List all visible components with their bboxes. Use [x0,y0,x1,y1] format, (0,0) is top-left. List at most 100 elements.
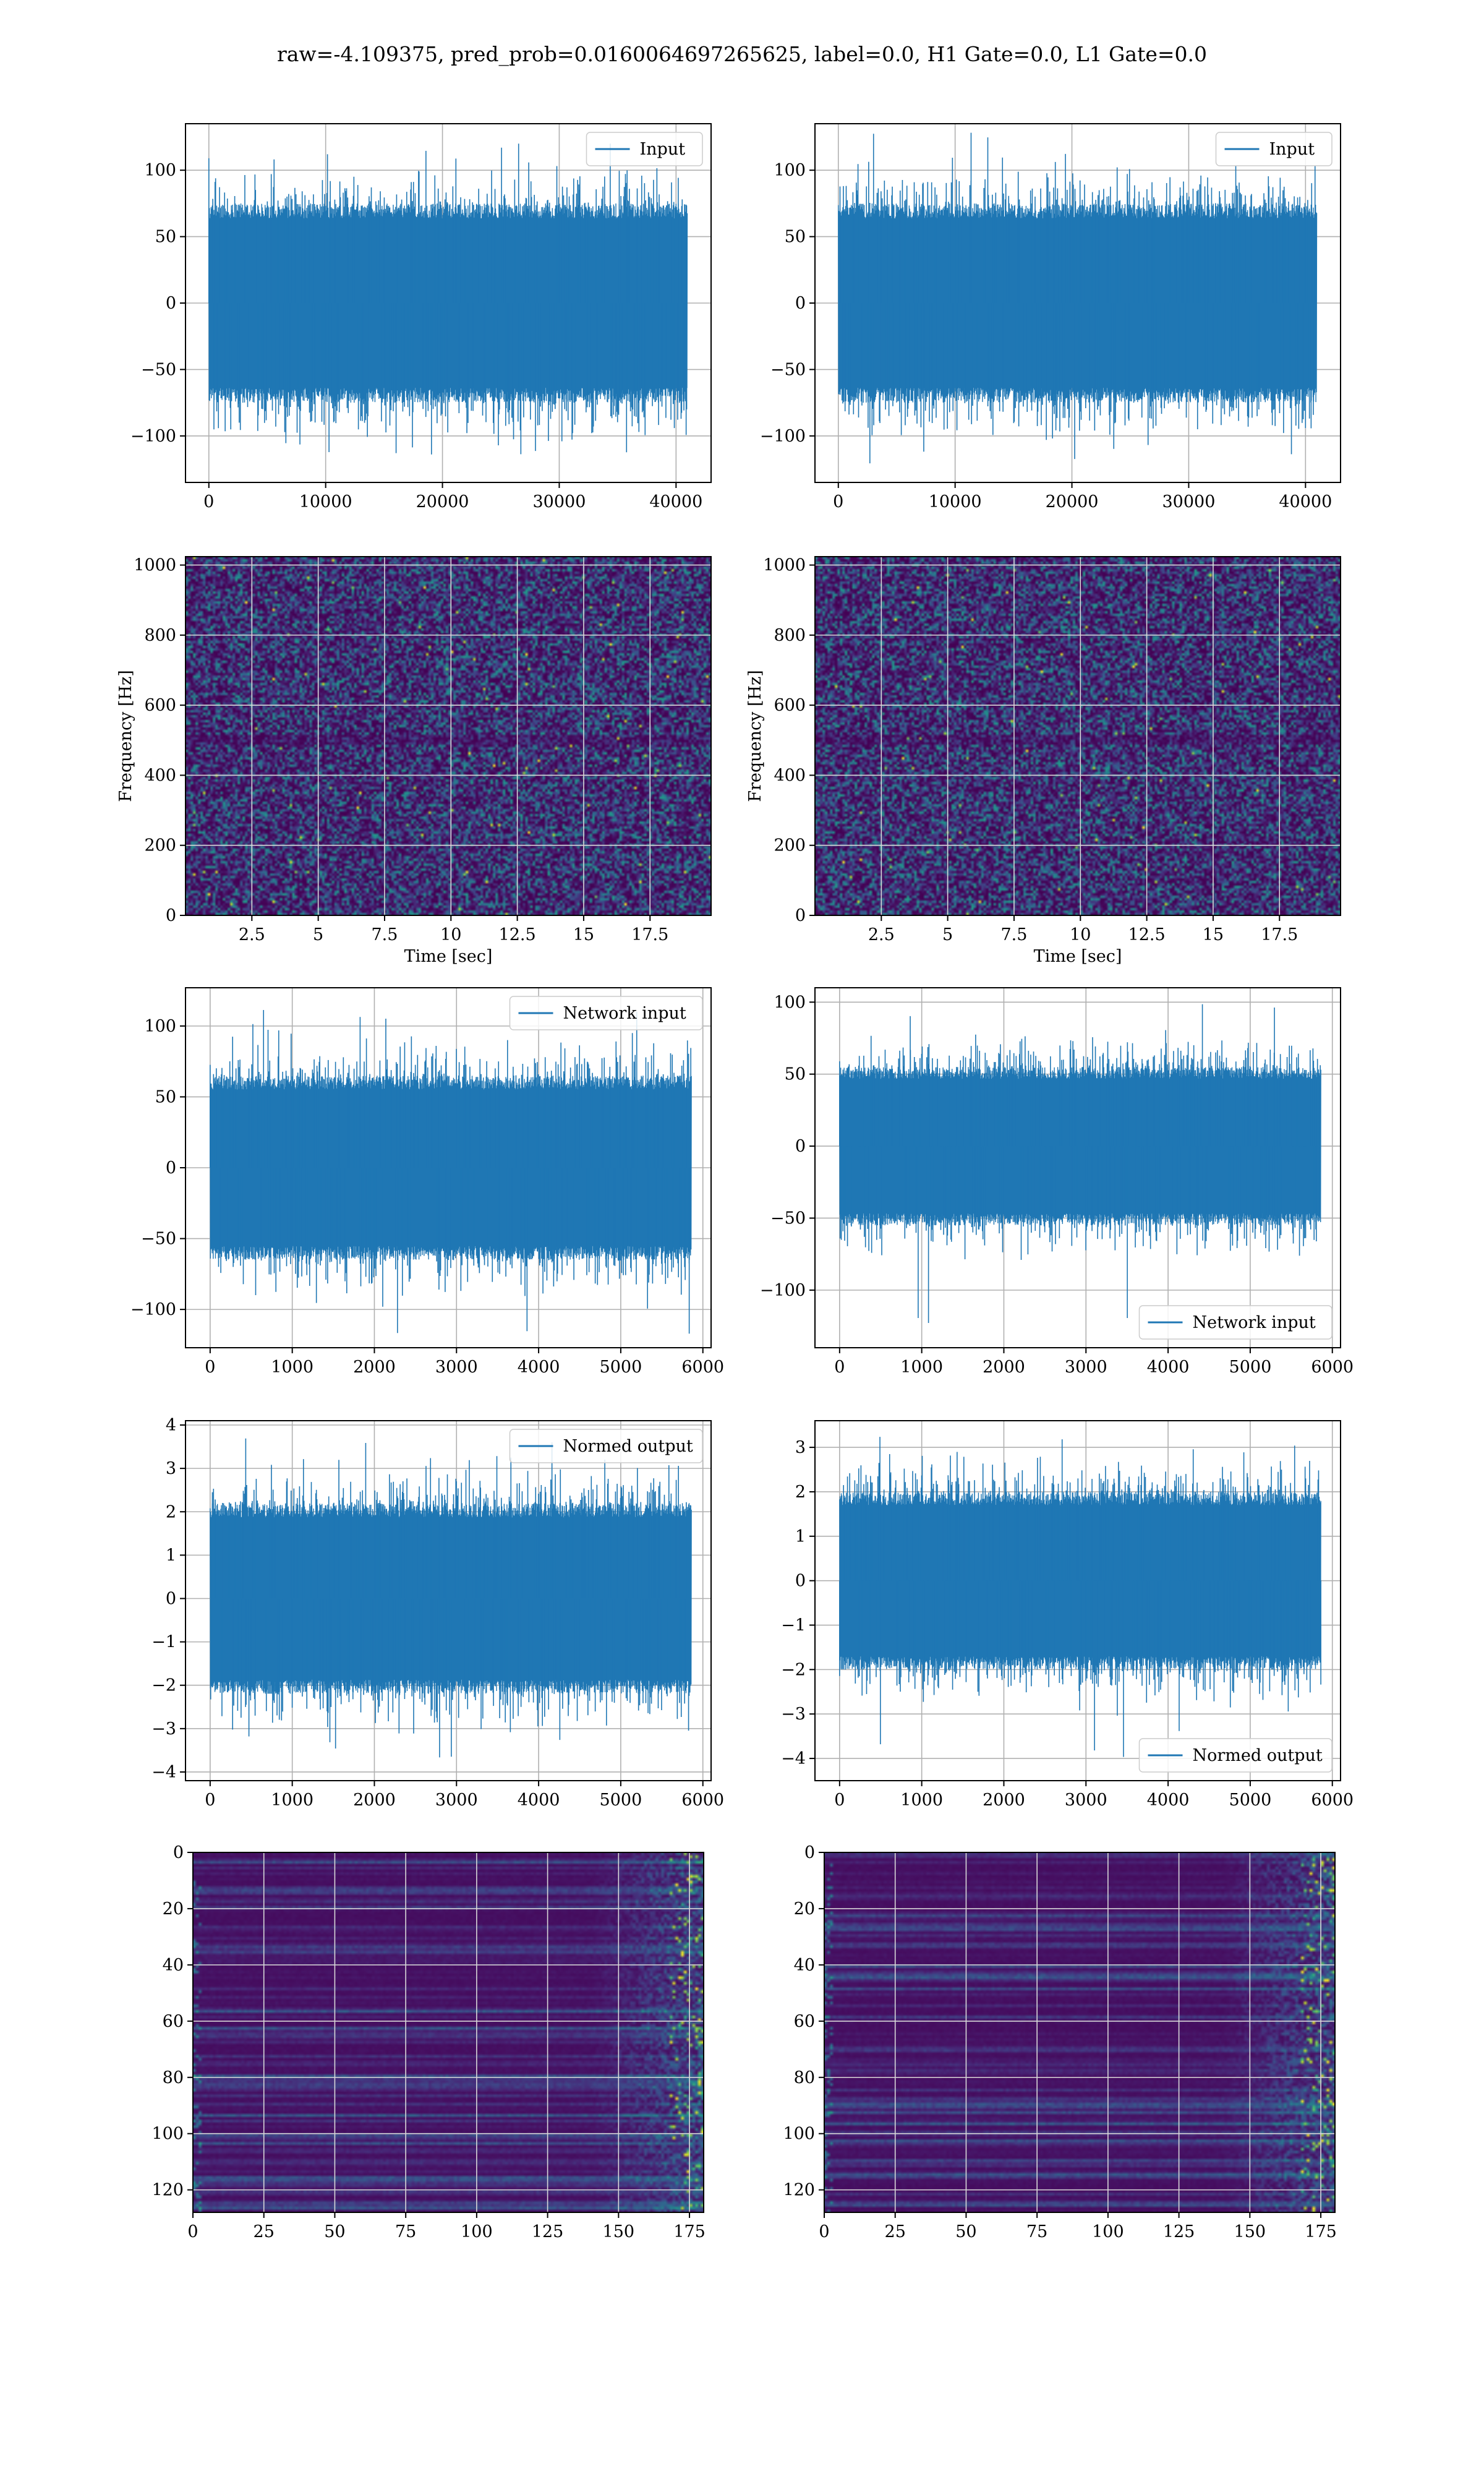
x-tick-label: 0 [205,1791,215,1810]
feature_map_l1-axes: 0 25 50 75 100 125 150 175 0 20 40 60 80 100 120 [783,1843,1336,2241]
x-tick-label: 125 [1163,2222,1195,2241]
y-tick-label: 120 [783,2181,815,2200]
spectrogram_l1-axes: 2.5 5 7.5 10 12.5 15 17.5 0 200 400 600 800 1000 Time… [746,556,1341,966]
x-tick-label: 3000 [1065,1358,1107,1377]
y-tick-label: −50 [141,1230,176,1249]
y-tick-label: 1 [166,1546,176,1565]
y-tick-label: 200 [774,836,806,855]
x-tick-label: 4000 [1147,1791,1190,1810]
normed_output_l1-axes: 0 1000 2000 3000 4000 5000 6000 −4 −3 −2 −1 0 1 2 3 Nor… [781,1420,1354,1810]
x-tick-label: 0 [819,2222,829,2241]
input_l1-frame [814,123,1341,483]
y-tick-label: −4 [781,1749,806,1768]
x-tick-label: 1000 [271,1791,313,1810]
feature_map_h1-axes: 0 25 50 75 100 125 150 175 0 20 40 60 80 100 120 [151,1843,705,2241]
x-axis-label: Time [sec] [1034,947,1122,966]
x-tick-label: 150 [1234,2222,1266,2241]
legend-box [1138,1738,1333,1773]
y-tick-label: 2 [795,1483,806,1502]
legend-label: Input [1269,140,1315,159]
y-tick-label: 400 [144,766,176,785]
feature-map-image [193,1852,704,2212]
x-tick-label: 15 [573,925,594,944]
spectrogram-image [815,557,1341,915]
y-tick-label: 80 [794,2068,815,2087]
x-tick-label: 2000 [983,1791,1025,1810]
y-tick-label: −50 [141,360,176,379]
y-tick-label: −2 [151,1676,176,1695]
y-tick-label: 0 [795,906,806,925]
x-tick-label: 6000 [1311,1358,1354,1377]
legend-box [1215,132,1333,166]
spectrogram_l1-frame [814,556,1341,916]
legend-box [586,132,703,166]
x-tick-label: 175 [673,2222,706,2241]
y-tick-label: 80 [163,2068,184,2087]
x-tick-label: 2.5 [239,925,265,944]
x-tick-label: 6000 [681,1358,724,1377]
y-tick-label: 0 [166,1158,176,1178]
series-line-core [839,1491,1321,1670]
y-tick-label: 50 [785,228,806,247]
network_input_h1-axes: 0 1000 2000 3000 4000 5000 6000 −100 −50 0 50 100 Ne… [130,987,724,1377]
x-tick-label: 17.5 [631,925,668,944]
y-tick-label: −2 [781,1660,806,1679]
x-tick-label: 20000 [1046,492,1099,511]
x-tick-label: 7.5 [371,925,398,944]
x-tick-label: 5 [942,925,953,944]
x-tick-label: 3000 [435,1791,478,1810]
series-line-spikes [839,132,1316,464]
y-tick-label: 100 [774,161,806,180]
legend-label: Normed output [563,1437,693,1456]
figure-title: raw=-4.109375, pred_prob=0.0160064697265… [276,42,1208,66]
y-tick-label: 20 [794,1899,815,1919]
y-tick-label: 0 [166,906,176,925]
x-tick-label: 7.5 [1000,925,1027,944]
x-tick-label: 4000 [1147,1358,1190,1377]
x-tick-label: 2.5 [868,925,895,944]
y-tick-label: 2 [166,1502,176,1522]
normed_output_h1-frame [185,1420,712,1781]
y-tick-label: 400 [774,766,806,785]
network_input_l1-frame [814,987,1341,1348]
feature_map_l1-frame [824,1852,1336,2213]
x-tick-label: 25 [254,2222,275,2241]
y-axis-label: Frequency [Hz] [116,670,135,802]
y-tick-label: 50 [155,228,176,247]
legend-label: Input [640,140,686,159]
x-tick-label: 75 [395,2222,416,2241]
y-tick-label: 200 [144,836,176,855]
x-tick-label: 10 [440,925,461,944]
spectrogram-image [186,557,711,915]
y-tick-label: −100 [130,1300,176,1319]
x-tick-label: 17.5 [1261,925,1298,944]
y-tick-label: 40 [163,1956,184,1975]
y-tick-label: −50 [770,360,806,379]
x-tick-label: 6000 [681,1791,724,1810]
y-tick-label: −1 [151,1633,176,1652]
x-tick-label: 3000 [1065,1791,1107,1810]
y-tick-label: 100 [783,2125,815,2144]
y-tick-label: 60 [794,2012,815,2031]
x-tick-label: 0 [834,1791,845,1810]
y-tick-label: 0 [795,1572,806,1591]
y-tick-label: −50 [770,1209,806,1228]
series-line-spikes [839,1437,1321,1757]
y-tick-label: −100 [130,427,176,446]
x-tick-label: 3000 [435,1358,478,1377]
x-tick-label: 20000 [416,492,469,511]
x-tick-label: 5000 [1229,1791,1272,1810]
x-tick-label: 5000 [600,1791,642,1810]
x-tick-label: 2000 [353,1791,396,1810]
y-tick-label: 3 [166,1459,176,1478]
x-tick-label: 12.5 [499,925,536,944]
y-tick-label: 600 [144,696,176,715]
x-tick-label: 30000 [532,492,586,511]
x-tick-label: 10000 [299,492,352,511]
y-tick-label: 1000 [134,556,176,575]
x-tick-label: 1000 [271,1358,313,1377]
series-line-spikes [208,143,688,455]
x-tick-label: 100 [461,2222,493,2241]
feature-map-image [824,1852,1335,2212]
